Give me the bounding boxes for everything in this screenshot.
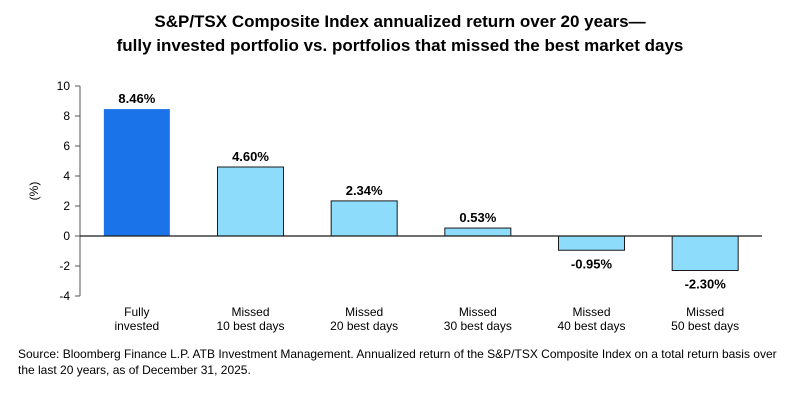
- source-note: Source: Bloomberg Finance L.P. ATB Inves…: [18, 347, 777, 377]
- y-tick-label: 6: [63, 139, 70, 153]
- data-label-2: 4.60%: [232, 149, 269, 164]
- data-label-6: -2.30%: [685, 277, 727, 292]
- bar-2: [217, 166, 284, 237]
- y-axis-label: (%): [27, 182, 41, 201]
- bar-5: [558, 235, 625, 251]
- bar-6: [671, 235, 739, 271]
- title-line-2: fully invested portfolio vs. portfolios …: [116, 36, 684, 55]
- category-label-2: Missed: [231, 305, 269, 319]
- data-label-3: 2.34%: [346, 183, 383, 198]
- category-label-1: invested: [114, 319, 159, 333]
- category-label-3: Missed: [345, 305, 383, 319]
- bar-3: [330, 200, 398, 237]
- y-tick-label: 10: [57, 79, 71, 93]
- category-label-4: 30 best days: [444, 319, 512, 333]
- category-label-2: 10 best days: [216, 319, 284, 333]
- y-tick-label: 2: [63, 199, 70, 213]
- category-label-6: 50 best days: [671, 319, 739, 333]
- title-line-1: S&P/TSX Composite Index annualized retur…: [154, 12, 646, 31]
- y-tick-label: -4: [59, 289, 70, 303]
- chart-title: S&P/TSX Composite Index annualized retur…: [0, 10, 800, 58]
- data-label-1: 8.46%: [118, 91, 155, 106]
- category-label-5: 40 best days: [557, 319, 625, 333]
- data-label-5: -0.95%: [571, 256, 613, 271]
- data-label-4: 0.53%: [459, 210, 496, 225]
- y-tick-label: -2: [59, 259, 70, 273]
- category-label-6: Missed: [686, 305, 724, 319]
- category-label-5: Missed: [572, 305, 610, 319]
- bar-4: [444, 227, 512, 237]
- category-label-4: Missed: [459, 305, 497, 319]
- bar-1: [103, 109, 170, 236]
- y-tick-label: 0: [63, 229, 70, 243]
- y-tick-label: 8: [63, 109, 70, 123]
- y-tick-label: 4: [63, 169, 70, 183]
- category-label-3: 20 best days: [330, 319, 398, 333]
- category-label-1: Fully: [124, 305, 149, 319]
